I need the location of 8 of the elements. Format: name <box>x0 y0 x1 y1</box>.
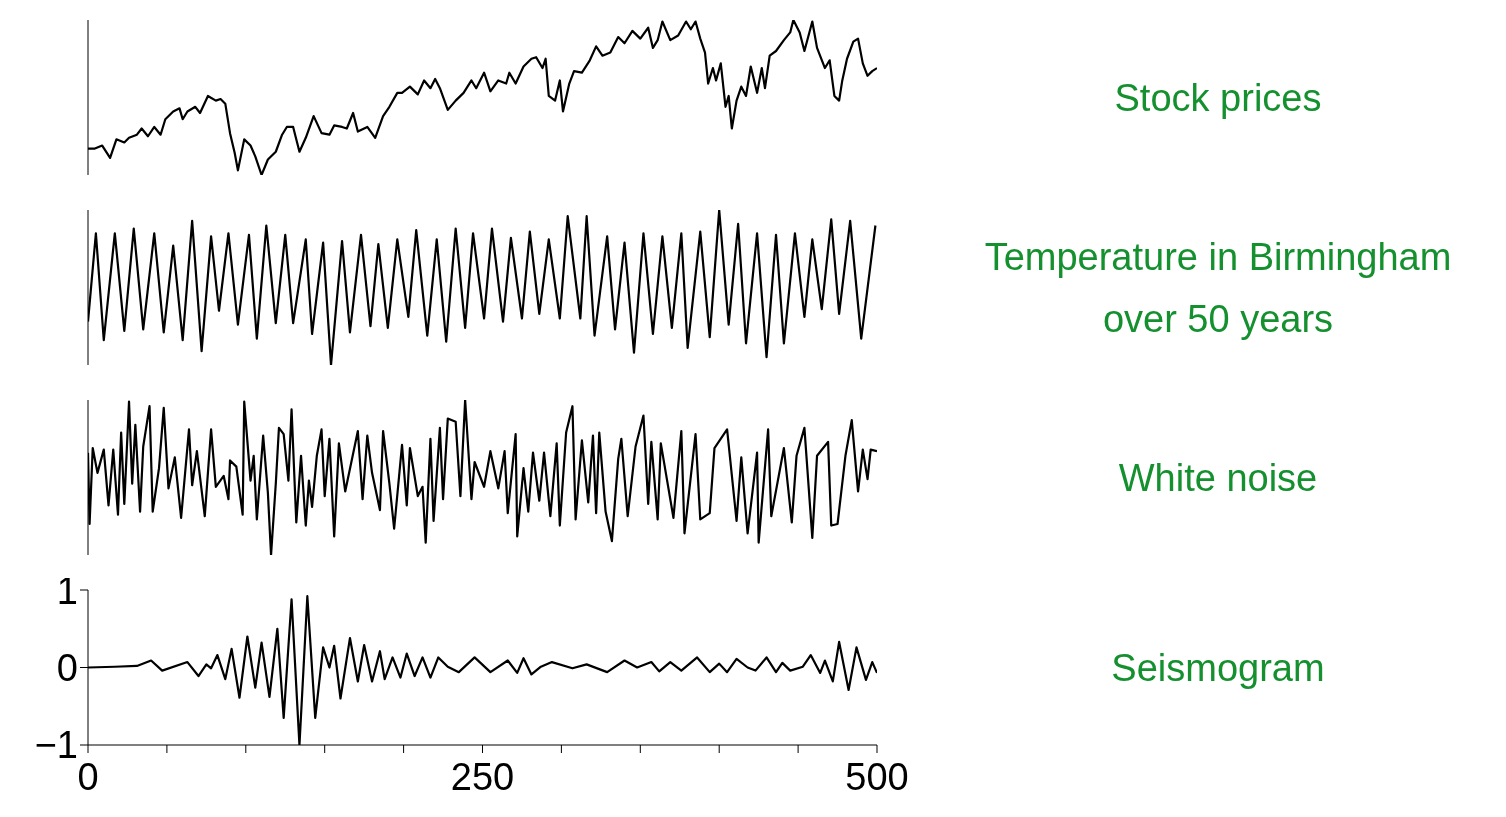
text: White noise <box>1118 456 1318 499</box>
x-tick-label: 500 <box>845 755 909 798</box>
text: Stock prices <box>1114 76 1322 119</box>
text: Seismogram <box>1111 646 1325 689</box>
x-tick-label: 250 <box>450 755 515 798</box>
y-tick-label: 0 <box>56 646 78 689</box>
y-tick-label: −1 <box>34 724 78 767</box>
text: Temperature in Birmingham over 50 years <box>984 235 1452 340</box>
